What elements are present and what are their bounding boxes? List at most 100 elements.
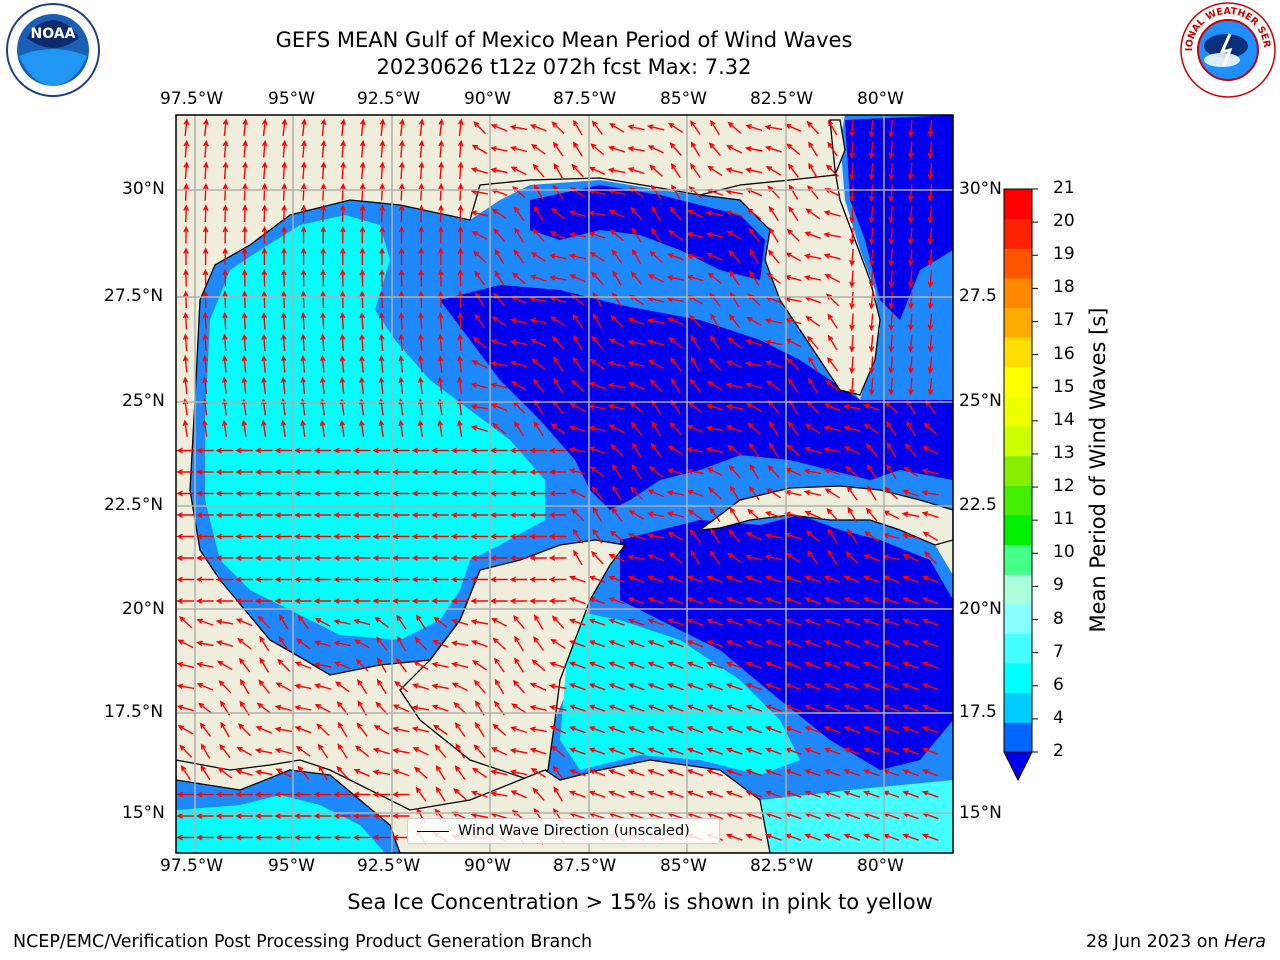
wind-arrow (823, 704, 841, 712)
wind-arrow (927, 377, 934, 396)
wind-arrow (235, 447, 253, 454)
wind-arrow (378, 376, 385, 394)
wind-arrow (470, 382, 488, 389)
wind-arrow (906, 420, 916, 437)
wind-arrow (706, 683, 723, 691)
wind-arrow (241, 354, 248, 373)
wind-arrow (297, 615, 310, 630)
wind-arrow (530, 767, 546, 778)
wind-arrow (202, 333, 209, 352)
wind-arrow (927, 205, 934, 224)
wind-arrow (353, 618, 371, 626)
wind-arrow (670, 356, 682, 372)
wind-arrow (744, 146, 763, 152)
wind-arrow (823, 468, 841, 476)
wind-arrow (320, 139, 327, 158)
wind-arrow (669, 142, 682, 156)
wind-arrow (921, 468, 939, 475)
lat-tick-right: 30°N (959, 179, 1002, 199)
wind-arrow (455, 743, 466, 759)
wind-arrow (568, 597, 586, 605)
wind-arrow (418, 182, 425, 201)
wind-arrow (337, 721, 348, 738)
wind-arrow (300, 354, 306, 373)
wind-arrow (686, 446, 704, 453)
wind-arrow (823, 790, 841, 798)
wind-arrow (513, 615, 525, 630)
wind-arrow (726, 552, 742, 563)
wind-arrow (688, 314, 702, 328)
lat-tick-right: 22.5 (959, 495, 997, 515)
legend-label: Wind Wave Direction (unscaled) (458, 823, 690, 839)
wind-arrow (804, 640, 821, 648)
wind-arrow (339, 376, 346, 394)
wind-arrow (339, 311, 346, 330)
wind-arrow (824, 488, 840, 499)
wind-arrow (843, 833, 861, 841)
wind-arrow (862, 575, 880, 583)
footer-credit: NCEP/EMC/Verification Post Processing Pr… (13, 932, 593, 952)
wind-arrow (843, 790, 861, 798)
wind-arrow (803, 275, 822, 281)
wind-arrow (490, 361, 508, 367)
wind-arrow (241, 247, 248, 265)
wind-arrow (766, 380, 781, 392)
wind-arrow (921, 790, 939, 798)
lat-tick-left: 30°N (122, 179, 165, 199)
wind-arrow (533, 614, 544, 630)
footer-date: 28 Jun 2023 on Hera (1086, 932, 1266, 952)
wind-arrow (509, 317, 528, 324)
lat-tick-left: 17.5°N (104, 702, 164, 722)
legend-line-icon (417, 831, 449, 832)
wind-arrow (451, 682, 468, 692)
wind-arrow (706, 575, 723, 583)
wind-arrow (902, 790, 919, 798)
lon-tick-top: 95°W (268, 89, 315, 109)
wind-arrow (294, 447, 312, 454)
wind-arrow (392, 555, 410, 561)
wind-arrow (434, 744, 447, 759)
wind-arrow (398, 225, 405, 244)
wind-arrow (215, 490, 234, 497)
wind-arrow (261, 333, 267, 352)
wind-arrow (414, 637, 428, 651)
wind-arrow (627, 317, 645, 325)
wind-arrow (787, 421, 799, 436)
wind-arrow (435, 764, 446, 781)
wind-arrow (531, 358, 546, 371)
wind-arrow (313, 813, 332, 819)
wind-arrow (667, 317, 684, 326)
wind-arrow (568, 640, 586, 648)
wind-arrow (222, 247, 229, 265)
wind-arrow (592, 313, 603, 329)
wind-arrow (220, 721, 230, 738)
wind-arrow (647, 790, 665, 798)
wind-arrow (568, 726, 586, 734)
wind-arrow (862, 403, 880, 411)
wind-arrow (511, 272, 526, 285)
wind-arrow (823, 447, 841, 453)
wind-arrow (274, 726, 293, 733)
wind-arrow (824, 273, 841, 283)
wind-arrow (333, 791, 351, 798)
lon-tick-top: 80°W (857, 89, 904, 109)
wind-arrow (242, 118, 248, 137)
wind-arrow (745, 167, 763, 174)
wind-arrow (568, 210, 586, 218)
wind-arrow (827, 549, 838, 566)
wind-arrow (320, 161, 327, 180)
wind-arrow (608, 618, 625, 626)
wind-arrow (196, 618, 214, 626)
wind-arrow (215, 598, 234, 604)
wind-arrow (313, 490, 332, 497)
colorbar-tick-label: 2 (1053, 741, 1064, 761)
wind-arrow (627, 575, 645, 583)
wind-arrow (768, 442, 779, 458)
wind-arrow (588, 618, 606, 626)
wind-arrow (868, 162, 875, 181)
wind-arrow (706, 769, 723, 777)
wind-arrow (725, 404, 743, 410)
wind-arrow (474, 270, 486, 286)
wind-arrow (804, 747, 821, 755)
wind-arrow (804, 618, 821, 626)
